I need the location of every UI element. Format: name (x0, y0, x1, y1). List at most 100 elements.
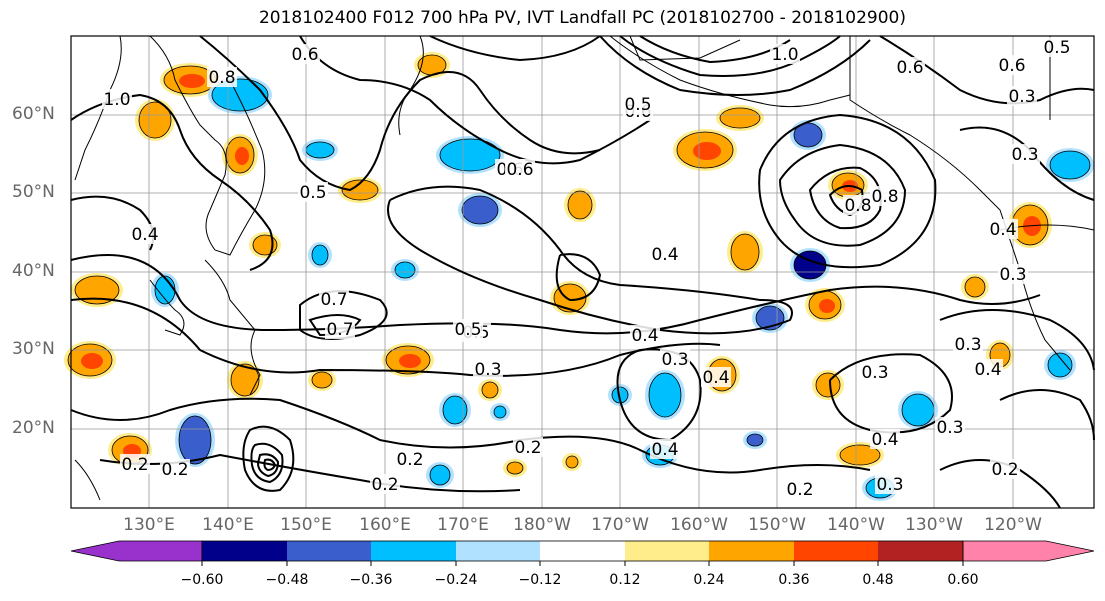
pv-anomaly-core (819, 299, 835, 313)
contour-label: 0.2 (990, 459, 1020, 480)
contour-label-text: 0.3 (936, 418, 963, 438)
contour-label-text: 0.5 (299, 183, 326, 203)
pv-anomaly-fill (443, 396, 467, 424)
ivt-contour-line (599, 35, 871, 96)
ivt-contour-line (939, 309, 1095, 371)
contour-label-text: 0.5 (1043, 38, 1070, 58)
pv-anomaly-core (81, 353, 103, 369)
contour-label-text: 0.2 (371, 475, 398, 495)
pv-anomaly-outline (815, 372, 841, 398)
lon-label: 150°W (748, 515, 806, 535)
contour-label: 0.8 (843, 195, 873, 216)
contour-label: 0.6 (997, 55, 1027, 76)
pv-anomaly-fill (231, 364, 259, 396)
contour-label-text: 0.2 (514, 438, 541, 458)
pv-anomaly-fill (312, 372, 332, 388)
lat-label: 50°N (12, 182, 55, 202)
pv-anomaly-fill (965, 277, 985, 297)
ivt-contour-line (429, 35, 601, 62)
lon-label: 130°W (905, 515, 963, 535)
pv-anomaly-outline (341, 179, 379, 201)
coastline (609, 35, 851, 108)
ivt-contour-line (199, 35, 601, 192)
contour-label-text: 0.3 (1011, 145, 1038, 165)
contour-label: 0.4 (630, 325, 660, 346)
contour-label: 0.4 (701, 367, 731, 388)
contour-label: 0.6 (895, 57, 925, 78)
lat-label: 60°N (12, 104, 55, 124)
pv-anomaly-outline (506, 461, 524, 475)
contour-label: 0.3 (1007, 86, 1037, 107)
contour-label: 1.0 (102, 89, 132, 110)
pv-anomaly-fill (554, 284, 586, 312)
contour-label: 0.3 (998, 264, 1028, 285)
contour-label-text: 0.4 (131, 225, 158, 245)
pv-anomaly-fill (342, 180, 378, 200)
lat-label: 40°N (12, 261, 55, 281)
colorbar-segment (202, 541, 287, 561)
contour-label: 0.3 (1010, 144, 1040, 165)
pv-anomaly-outline (1049, 150, 1091, 180)
colorbar-segment (794, 541, 878, 561)
contour-label: 0.4 (650, 244, 680, 265)
pv-anomaly-core (473, 204, 491, 218)
pv-anomaly-outline (755, 305, 785, 331)
contour-label-text: 1.0 (771, 45, 798, 65)
lon-label: 140°W (827, 515, 885, 535)
colorbar-tick-label: 0.48 (862, 572, 894, 588)
pv-anomaly-outline (429, 464, 451, 486)
lon-label: 160°E (359, 515, 411, 535)
contour-label-text: 0.2 (161, 460, 188, 480)
contour-label-text: 0.3 (876, 475, 903, 495)
contour-label: 0.2 (513, 437, 543, 458)
pv-anomaly-core (693, 142, 721, 160)
contour-label: 0.3 (860, 362, 890, 383)
pv-anomaly-fill (395, 262, 415, 278)
ivt-contour-line (616, 348, 702, 442)
coastline (149, 279, 185, 336)
pv-anomaly-core (179, 74, 205, 88)
contour-label: 0.3 (935, 417, 965, 438)
ivt-contour-line (242, 425, 295, 492)
colorbar-tick-label: 0.36 (778, 572, 810, 588)
contour-label-text: 0.5 (454, 320, 481, 340)
pv-anomaly-core (803, 130, 817, 142)
contour-label-text: 0.2 (396, 450, 423, 470)
pv-anomaly-fill (139, 102, 171, 138)
colorbar-segment (709, 541, 794, 561)
pv-anomaly-outline (1047, 352, 1073, 378)
pv-anomaly-core (765, 313, 779, 325)
pv-anomaly-fill (840, 445, 880, 465)
pv-anomaly-outline (730, 233, 760, 271)
pv-anomaly-outline (225, 136, 255, 174)
map-title: 2018102400 F012 700 hPa PV, IVT Landfall… (258, 8, 906, 28)
pv-anomaly-fill (507, 462, 523, 474)
coastline (74, 459, 101, 501)
contour-label-text: 0.8 (871, 187, 898, 207)
graticule-grid (71, 36, 1094, 508)
contour-label-text: 0.6 (998, 56, 1025, 76)
contour-label-text: 0.3 (1008, 87, 1035, 107)
ivt-contour-line (808, 166, 882, 230)
contour-label-text: 0.2 (991, 460, 1018, 480)
contour-label: 0.8 (207, 67, 237, 88)
pv-anomaly-outline (211, 78, 269, 112)
coastline (149, 35, 266, 256)
pv-anomaly-outline (565, 455, 579, 469)
contour-label-text: 0.4 (871, 430, 898, 450)
colorbar-segment (878, 541, 963, 561)
pv-anomaly-core (235, 147, 249, 165)
pv-anomaly-fill (1050, 151, 1090, 179)
contour-label: 0.3 (660, 349, 690, 370)
colorbar (70, 540, 1095, 566)
contour-label: 0.5 (453, 319, 483, 340)
lon-label: 140°E (202, 515, 254, 535)
coastline (629, 35, 741, 61)
pv-anomaly-fill (566, 456, 578, 468)
contour-label-text: 0.4 (702, 368, 729, 388)
contour-label-text: 1.0 (103, 90, 130, 110)
contour-label: 0.6 (290, 44, 320, 65)
contour-label-text: 0.7 (320, 290, 347, 310)
colorbar-tick-label: −0.48 (265, 572, 309, 588)
contour-label: 0.4 (130, 224, 160, 245)
